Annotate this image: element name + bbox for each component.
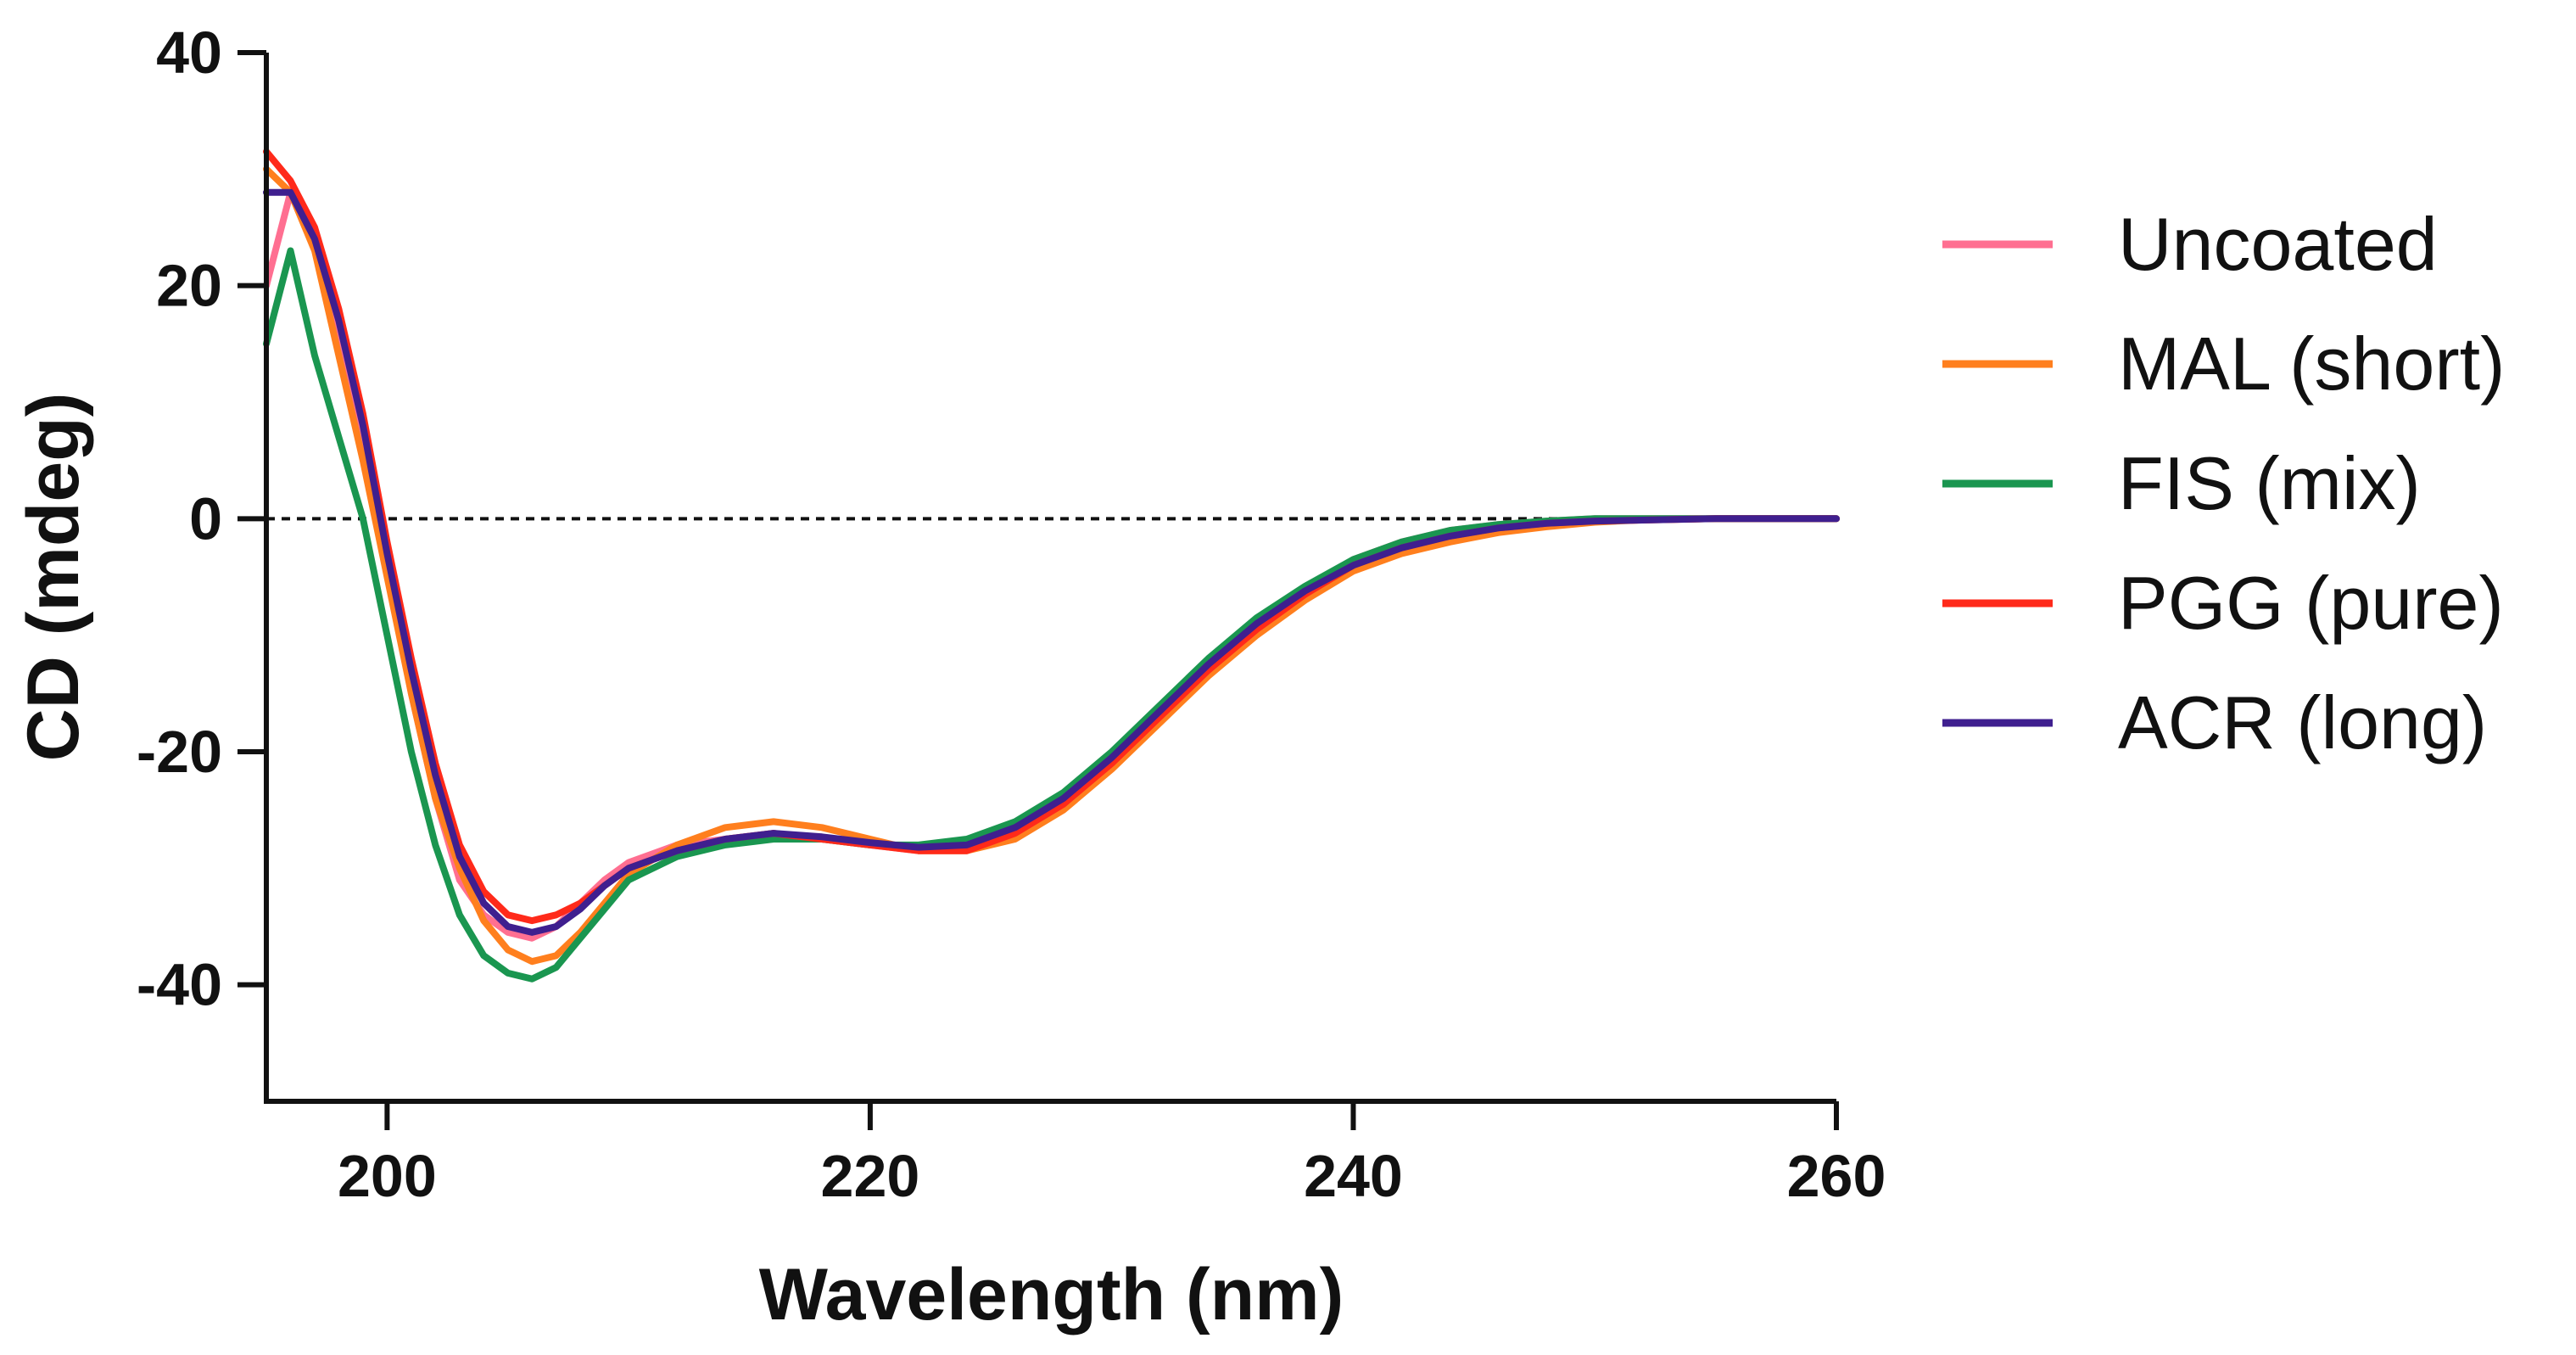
- y-tick-label: -20: [137, 719, 222, 785]
- legend-label: ACR (long): [2118, 680, 2487, 764]
- x-tick-label: 240: [1304, 1143, 1403, 1209]
- legend-item: FIS (mix): [1942, 441, 2421, 525]
- y-tick-label: 20: [156, 253, 222, 319]
- legend: Uncoated MAL (short) FIS (mix) PGG (pure) AC…: [1942, 202, 2505, 764]
- ticks-layer: -40 -20 0 20 40 200 220 240 260: [137, 20, 1886, 1209]
- series-layer: [263, 148, 1840, 983]
- x-tick-label: 200: [338, 1143, 437, 1209]
- legend-label: PGG (pure): [2118, 561, 2504, 645]
- y-axis-title: CD (mdeg): [13, 393, 94, 762]
- axes-layer: [264, 53, 1836, 1104]
- series-line-acr-long: [263, 188, 1840, 936]
- legend-item: Uncoated: [1942, 202, 2438, 286]
- y-tick-label: 40: [156, 20, 222, 86]
- legend-label: FIS (mix): [2118, 441, 2421, 525]
- series-line-fis-mix: [263, 247, 1840, 983]
- legend-item: PGG (pure): [1942, 561, 2504, 645]
- legend-item: MAL (short): [1942, 322, 2505, 406]
- y-tick-label: 0: [189, 485, 222, 552]
- x-tick-label: 220: [821, 1143, 920, 1209]
- legend-item: ACR (long): [1942, 680, 2487, 764]
- series-line-uncoated: [263, 188, 1840, 942]
- legend-label: MAL (short): [2118, 322, 2505, 406]
- x-axis-title: Wavelength (nm): [759, 1254, 1344, 1335]
- y-tick-label: -40: [137, 952, 222, 1018]
- legend-label: Uncoated: [2118, 202, 2438, 286]
- x-tick-label: 260: [1787, 1143, 1886, 1209]
- series-line-mal-short: [263, 165, 1840, 966]
